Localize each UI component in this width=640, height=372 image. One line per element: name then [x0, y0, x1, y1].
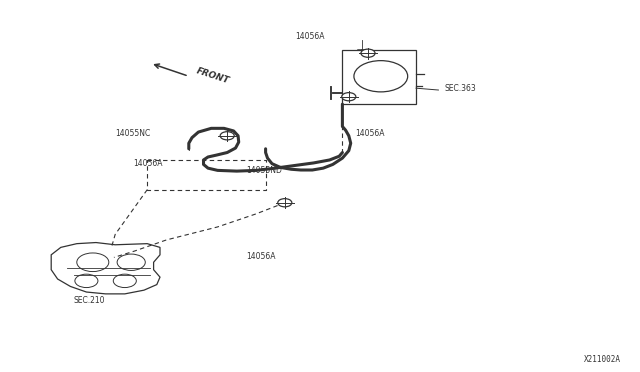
Text: 14056A: 14056A: [355, 129, 385, 138]
Text: 14056A: 14056A: [246, 251, 276, 260]
Circle shape: [220, 132, 234, 140]
Text: 14055NC: 14055NC: [115, 129, 150, 138]
Text: FRONT: FRONT: [195, 67, 230, 86]
Text: SEC.210: SEC.210: [74, 296, 105, 305]
Bar: [342, 50, 416, 104]
Text: 14056A: 14056A: [134, 158, 163, 167]
Text: 14056A: 14056A: [296, 32, 325, 41]
Text: 14055ND: 14055ND: [246, 166, 282, 175]
Circle shape: [361, 49, 375, 57]
Circle shape: [278, 199, 292, 207]
Text: X211002A: X211002A: [584, 355, 621, 363]
Text: SEC.363: SEC.363: [445, 84, 477, 93]
Circle shape: [342, 93, 356, 101]
